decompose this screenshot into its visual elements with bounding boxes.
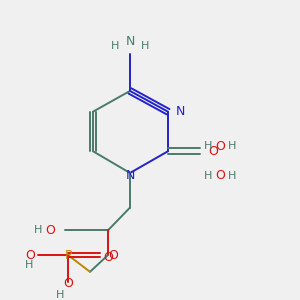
Text: H: H xyxy=(204,171,212,181)
Text: O: O xyxy=(63,277,73,290)
Text: H: H xyxy=(25,260,33,270)
Text: O: O xyxy=(215,140,225,153)
Text: O: O xyxy=(108,248,118,262)
Text: H: H xyxy=(228,171,236,181)
Text: H: H xyxy=(204,141,212,151)
Text: H: H xyxy=(228,141,236,151)
Text: H: H xyxy=(111,41,119,52)
Text: O: O xyxy=(103,250,113,263)
Text: N: N xyxy=(176,105,185,118)
Text: H: H xyxy=(34,225,42,235)
Text: H: H xyxy=(56,290,64,300)
Text: N: N xyxy=(125,35,135,48)
Text: O: O xyxy=(45,224,55,237)
Text: N: N xyxy=(125,169,135,182)
Text: P: P xyxy=(64,248,72,262)
Text: O: O xyxy=(215,169,225,182)
Text: O: O xyxy=(25,248,35,262)
Text: H: H xyxy=(141,41,149,52)
Text: O: O xyxy=(208,145,218,158)
